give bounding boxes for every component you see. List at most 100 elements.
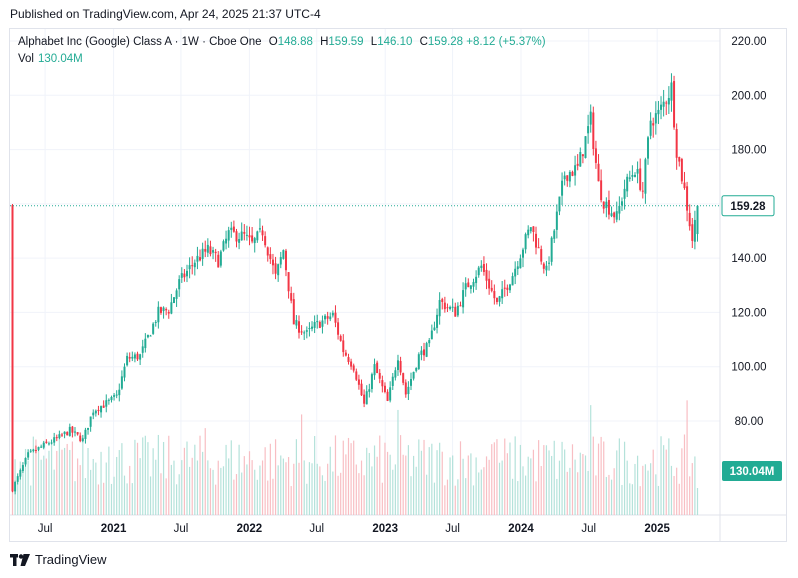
candle-body [339, 335, 342, 341]
candle-body [600, 180, 603, 201]
chart-frame[interactable] [9, 28, 787, 542]
volume-bar [50, 443, 53, 515]
volume-bar [19, 461, 21, 515]
candle-body [178, 279, 181, 290]
candle-body [139, 354, 142, 360]
candle-body [472, 281, 475, 287]
volume-bar [162, 441, 165, 515]
candle-body [555, 211, 558, 230]
price-axis[interactable]: 220.00200.00180.00160.00140.00120.00100.… [721, 36, 782, 481]
close-label: C [419, 36, 428, 48]
volume-bar [452, 455, 454, 515]
candle-body [441, 299, 444, 302]
candle-body [584, 136, 587, 158]
volume-bar [272, 478, 274, 515]
volume-bar [480, 469, 482, 515]
volume-bar [48, 450, 50, 515]
volume-bar [290, 486, 292, 515]
time-axis[interactable]: Jul 2021 Jul 2022 Jul 2023 Jul 2024 Jul 2025 [38, 523, 671, 535]
volume-bar [644, 464, 647, 515]
volume-bar [280, 455, 282, 515]
volume-bar [293, 463, 295, 515]
volume-bar [105, 462, 107, 515]
volume-bar [108, 446, 110, 515]
volume-bar [535, 481, 537, 515]
candle-body [451, 306, 454, 308]
candle-body [535, 233, 538, 248]
candle-body [350, 361, 353, 367]
candle-body [14, 481, 17, 492]
candle-body [204, 249, 207, 252]
volume-bar [306, 483, 308, 515]
candle-body [641, 190, 644, 192]
candle-body [123, 366, 126, 378]
candle-body [373, 364, 376, 376]
volume-bar [254, 469, 256, 515]
volume-bar [181, 460, 183, 515]
candle-body [308, 327, 311, 330]
volume-bar [569, 467, 571, 515]
volume-bar [446, 479, 449, 515]
price-tick-label: 120.00 [731, 307, 766, 319]
volume-bar [196, 460, 199, 515]
candle-body [287, 272, 290, 292]
volume-bar [324, 480, 326, 515]
symbol-legend[interactable]: Alphabet Inc (Google) Class A · 1W · Cbo… [18, 36, 546, 48]
volume-legend[interactable]: Vol 130.04M [18, 53, 83, 65]
volume-bar [248, 451, 251, 515]
candle-body [21, 465, 24, 471]
candle-body [232, 226, 235, 232]
candle-body [79, 435, 82, 442]
volume-bar [63, 447, 66, 515]
candle-body [97, 409, 100, 412]
candle-body [141, 346, 144, 353]
volume-bar [603, 441, 605, 515]
candle-body [597, 163, 600, 182]
volume-bar [267, 480, 269, 515]
volume-bar [170, 464, 172, 515]
volume-bar [519, 444, 521, 515]
candle-body [230, 227, 233, 230]
volume-bar [556, 478, 558, 515]
volume-bar [366, 447, 368, 515]
candle-body [662, 101, 665, 107]
volume-bar [639, 486, 641, 515]
candlesticks[interactable] [11, 73, 699, 495]
volume-bar [160, 473, 162, 515]
candle-body [240, 231, 243, 241]
volume-bar [316, 463, 318, 515]
volume-bar [256, 479, 258, 515]
candle-body [209, 246, 212, 255]
volume-bar [405, 455, 407, 515]
volume-bar [636, 455, 639, 515]
candle-body [238, 239, 241, 243]
candle-body [277, 264, 280, 276]
volume-bar [90, 469, 92, 515]
candle-body [279, 257, 282, 265]
candle-body [126, 355, 129, 366]
volume-bar [77, 458, 79, 515]
high-label: H [320, 36, 329, 48]
volume-bar [459, 441, 462, 515]
volume-bar [246, 464, 248, 515]
volume-bar [501, 460, 503, 515]
vol-value: 130.04M [38, 53, 83, 65]
tradingview-footer[interactable]: TradingView [10, 552, 107, 567]
price-tick-label: 180.00 [731, 145, 766, 157]
volume-bar [61, 449, 63, 515]
candle-body [680, 159, 683, 182]
candle-body [519, 258, 522, 269]
volume-bar [241, 472, 243, 515]
candle-body [623, 188, 626, 199]
candle-body [415, 367, 418, 371]
volume-bar [465, 478, 467, 515]
volume-bar [496, 439, 498, 515]
candle-body [118, 389, 121, 396]
volume-bar [139, 458, 141, 515]
candle-body [670, 82, 673, 101]
volume-bar [470, 453, 472, 515]
volume-bar [92, 458, 94, 515]
candle-body [678, 157, 681, 162]
candle-body [581, 154, 584, 157]
